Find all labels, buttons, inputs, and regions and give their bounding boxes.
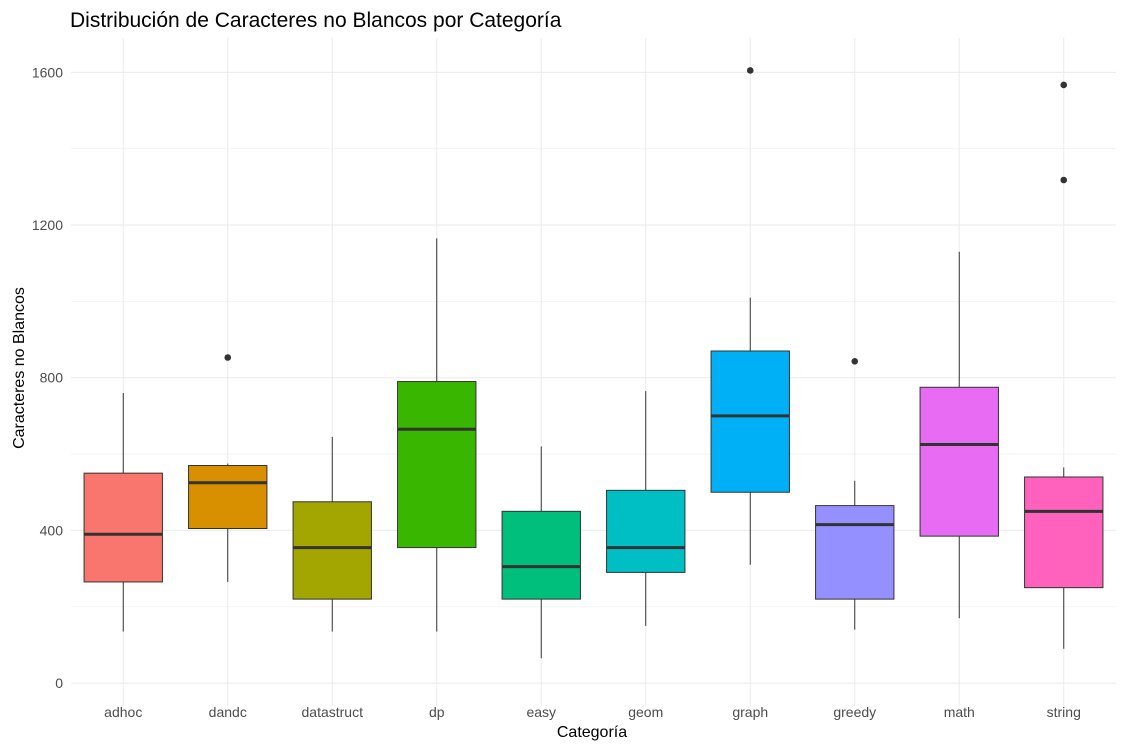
outlier-point [224,354,232,361]
iqr-box [501,510,581,600]
x-tick-label: math [944,704,975,720]
outlier-point [1060,176,1068,184]
x-tick-label: dp [429,704,445,720]
box-greedy [815,358,895,630]
iqr-box [1024,476,1104,589]
box-math [919,251,999,619]
iqr-box [292,501,372,600]
iqr-box [815,505,895,600]
x-tick-label: geom [628,704,663,720]
y-axis-ticks: 0 400 800 1200 1600 [32,64,63,691]
x-tick-label: easy [526,704,556,720]
box-series [83,67,1104,659]
box-easy [501,446,581,659]
y-tick-label: 800 [40,370,64,386]
x-tick-label: datastruct [302,704,364,720]
outlier-point [746,67,754,74]
x-tick-label: string [1047,704,1081,720]
box-dp [397,238,477,632]
iqr-box [83,472,163,583]
iqr-box [397,381,477,549]
outlier-point [851,358,859,365]
x-axis-ticks: adhoc dandc datastruct dp easy geom graph greed… [104,704,1081,720]
box-adhoc [83,392,163,632]
y-tick-label: 0 [55,675,63,691]
chart-title: Distribución de Caracteres no Blancos po… [70,9,562,32]
box-graph [710,67,790,565]
box-dandc [188,354,268,582]
box-datastruct [292,436,372,632]
iqr-box [188,465,268,530]
x-tick-label: graph [732,704,768,720]
x-tick-label: greedy [833,704,876,720]
box-geom [606,391,686,626]
iqr-box [606,489,686,573]
iqr-box [710,350,790,493]
y-axis-title: Caracteres no Blancos [11,287,28,449]
y-tick-label: 400 [40,522,64,538]
outlier-point [1060,81,1068,89]
x-tick-label: adhoc [104,704,142,720]
box-string [1024,81,1104,649]
x-tick-label: dandc [209,704,247,720]
iqr-box [919,386,999,537]
y-tick-label: 1600 [32,64,63,80]
x-axis-title: Categoría [557,724,627,741]
y-tick-label: 1200 [32,217,63,233]
